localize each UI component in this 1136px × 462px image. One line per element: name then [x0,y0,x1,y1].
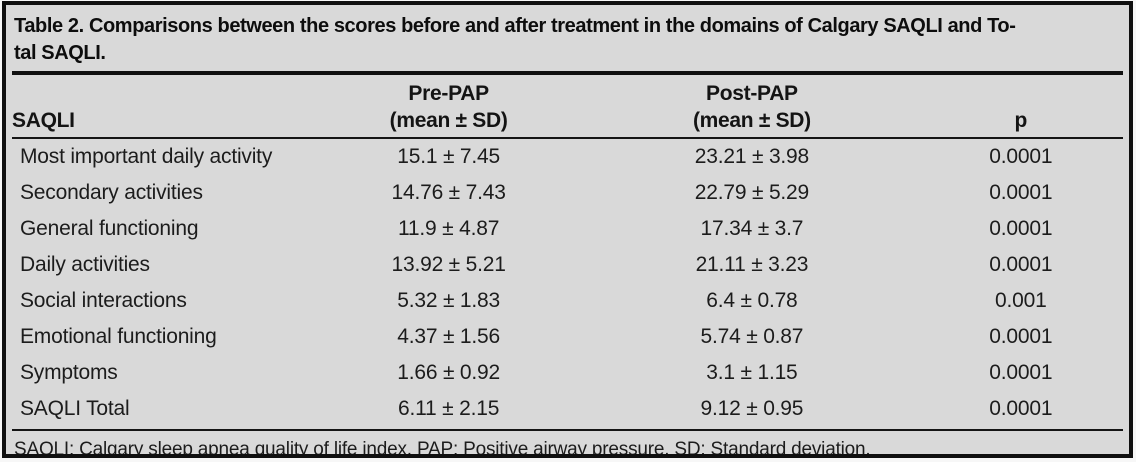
header-post-pap-line2: (mean ± SD) [692,109,811,132]
table-title: Table 2. Comparisons between the scores … [6,5,1129,71]
post-pap-cell: 6.4 ± 0.78 [706,289,798,312]
header-pre-pap-line2: (mean ± SD) [389,109,508,132]
table-row: Symptoms 1.66 ± 0.92 3.1 ± 1.15 0.0001 [12,355,1123,391]
header-p-value: p [918,75,1123,139]
table-row: Daily activities 13.92 ± 5.21 21.11 ± 3.… [12,247,1123,283]
table-title-line1: Table 2. Comparisons between the scores … [14,15,1016,37]
row-label-cell: Social interactions [20,289,187,312]
row-label-cell: SAQLI Total [20,397,130,420]
table-row: Emotional functioning 4.37 ± 1.56 5.74 ±… [12,319,1123,355]
header-p-label: p [1014,109,1028,132]
table-header: SAQLI Pre-PAP (mean ± SD) Post-PAP (mean… [12,75,1123,139]
header-post-pap: Post-PAP (mean ± SD) [585,75,919,139]
pre-pap-cell: 4.37 ± 1.56 [397,325,500,348]
pre-pap-cell: 11.9 ± 4.87 [398,217,500,240]
header-post-pap-line1: Post-PAP [706,82,798,105]
header-saqli: SAQLI [12,75,312,139]
post-pap-cell: 23.21 ± 3.98 [694,145,810,168]
p-value-cell: 0.001 [995,289,1047,312]
p-value-cell: 0.0001 [989,397,1053,420]
pre-pap-cell: 6.11 ± 2.15 [398,397,500,420]
table-title-line2: tal SAQLI. [14,42,106,64]
row-label-cell: General functioning [20,217,199,240]
table-row: General functioning 11.9 ± 4.87 17.34 ± … [12,211,1123,247]
p-value-cell: 0.0001 [989,361,1053,384]
p-value-cell: 0.0001 [989,325,1053,348]
header-pre-pap: Pre-PAP (mean ± SD) [311,75,586,139]
p-value-cell: 0.0001 [989,181,1053,204]
table-row: Social interactions 5.32 ± 1.83 6.4 ± 0.… [12,283,1123,319]
table-row: Secondary activities 14.76 ± 7.43 22.79 … [12,175,1123,211]
pre-pap-cell: 15.1 ± 7.45 [397,145,500,168]
row-label-cell: Secondary activities [20,181,203,204]
title-divider-rule [12,71,1123,75]
post-pap-cell: 21.11 ± 3.23 [695,253,809,276]
pre-pap-cell: 5.32 ± 1.83 [397,289,500,312]
p-value-cell: 0.0001 [989,217,1053,240]
post-pap-cell: 3.1 ± 1.15 [706,361,798,384]
row-label-cell: Emotional functioning [20,325,217,348]
p-value-cell: 0.0001 [989,145,1053,168]
row-label-cell: Daily activities [20,253,150,276]
row-label-cell: Most important daily activity [20,145,273,168]
post-pap-cell: 5.74 ± 0.87 [700,325,804,348]
table-row: Most important daily activity 15.1 ± 7.4… [12,138,1123,175]
header-row: SAQLI Pre-PAP (mean ± SD) Post-PAP (mean… [12,75,1123,139]
post-pap-cell: 9.12 ± 0.95 [700,397,804,420]
header-pre-pap-line1: Pre-PAP [408,82,489,105]
post-pap-cell: 17.34 ± 3.7 [700,217,804,240]
row-label-cell: Symptoms [20,361,118,384]
table-footnote: SAQLI: Calgary sleep apnea quality of li… [12,429,1123,454]
saqli-comparison-table: SAQLI Pre-PAP (mean ± SD) Post-PAP (mean… [12,75,1123,427]
table-row: SAQLI Total 6.11 ± 2.15 9.12 ± 0.95 0.00… [12,391,1123,427]
table-body: Most important daily activity 15.1 ± 7.4… [12,138,1123,427]
pre-pap-cell: 14.76 ± 7.43 [391,181,506,204]
p-value-cell: 0.0001 [989,253,1053,276]
header-saqli-label: SAQLI [12,109,75,132]
pre-pap-cell: 1.66 ± 0.92 [397,361,500,384]
pre-pap-cell: 13.92 ± 5.21 [391,253,506,276]
post-pap-cell: 22.79 ± 5.29 [694,181,810,204]
